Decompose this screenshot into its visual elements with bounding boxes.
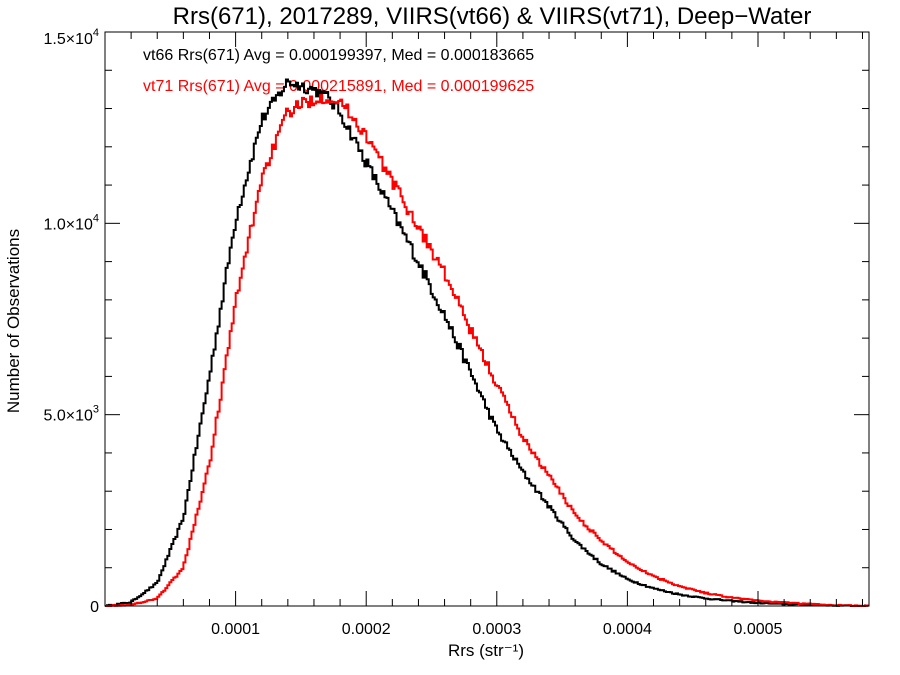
axes: 0.0001 0.0002 0.0003 0.0004 0.0005 0 5.0×103 1.… <box>43 27 870 638</box>
x-tick-label: 0.0004 <box>603 621 652 638</box>
y-tick-exponent: 3 <box>93 404 99 416</box>
legend-entry-vt71: vt71 Rrs(671) Avg = 0.000215891, Med = 0… <box>143 78 534 95</box>
x-tick-label: 0.0003 <box>472 621 521 638</box>
x-tick-label: 0.0001 <box>211 621 260 638</box>
y-tick-label: 1.0×104 <box>43 212 99 233</box>
y-tick-label: 1.5×104 <box>43 27 99 48</box>
x-tick-label: 0.0005 <box>734 621 783 638</box>
chart-title: Rrs(671), 2017289, VIIRS(vt66) & VIIRS(v… <box>173 3 812 30</box>
y-tick-mantissa: 1.0×10 <box>43 216 92 233</box>
legend: vt66 Rrs(671) Avg = 0.000199397, Med = 0… <box>143 47 534 95</box>
y-tick-label: 0 <box>90 599 99 616</box>
x-tick-label: 0.0002 <box>342 621 391 638</box>
y-tick-exponent: 4 <box>93 212 99 224</box>
y-tick-mantissa: 0 <box>90 599 99 616</box>
y-tick-exponent: 4 <box>93 27 99 39</box>
plot-frame <box>104 31 870 607</box>
legend-entry-vt66: vt66 Rrs(671) Avg = 0.000199397, Med = 0… <box>143 47 534 64</box>
series-line-0 <box>105 78 869 607</box>
series-layer <box>105 78 869 607</box>
series-line-1 <box>105 94 869 607</box>
y-tick-mantissa: 5.0×10 <box>43 408 92 425</box>
y-tick-mantissa: 1.5×10 <box>43 31 92 48</box>
x-axis-label: Rrs (str⁻¹) <box>448 641 524 660</box>
y-axis-label: Number of Observations <box>4 229 23 413</box>
y-tick-label: 5.0×103 <box>43 404 99 425</box>
